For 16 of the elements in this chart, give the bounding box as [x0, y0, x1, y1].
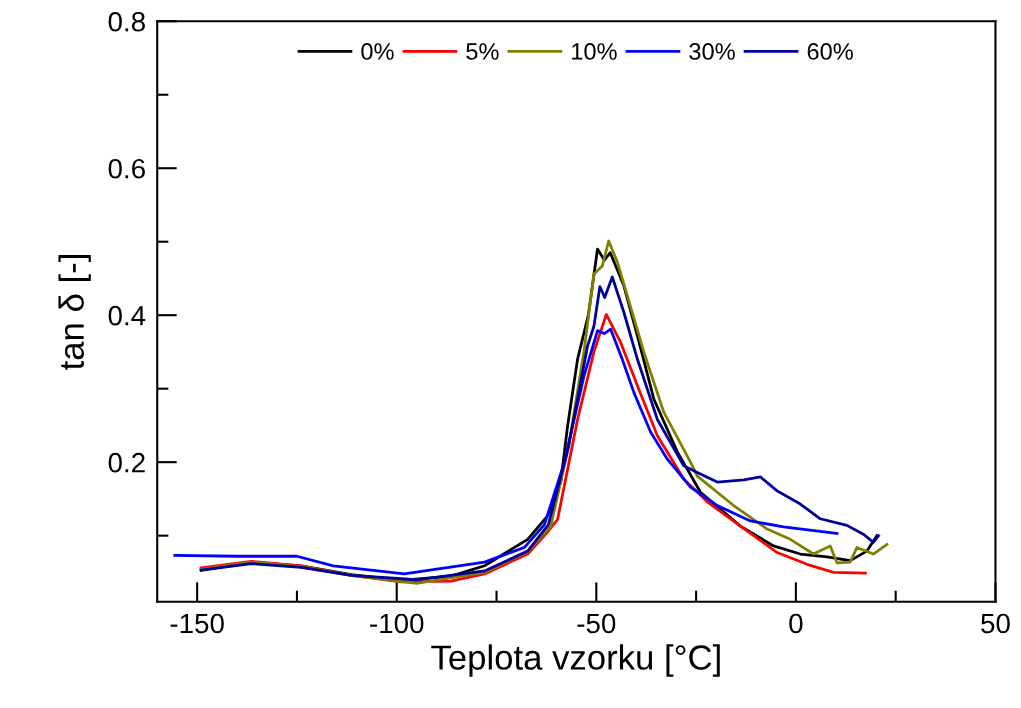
legend-label: 5%: [466, 43, 499, 60]
y-tick-label: 0.2: [108, 452, 145, 473]
legend-label: 0%: [361, 43, 394, 60]
y-axis-title: tan δ [-]: [58, 255, 91, 370]
legend-label: 10%: [572, 43, 617, 60]
x-tick-label: 50: [981, 613, 1010, 634]
x-tick-label: -100: [370, 613, 424, 634]
y-tick-label: 0.4: [108, 305, 146, 326]
legend-label: 60%: [807, 43, 853, 60]
x-axis-title: Teplota vzorku [°C]: [431, 644, 720, 677]
y-tick-label: 0.6: [108, 158, 145, 179]
x-tick-label: -150: [170, 613, 224, 634]
legend-label: 30%: [689, 43, 735, 60]
y-tick-label: 0.8: [108, 11, 145, 32]
x-tick-label: 0: [789, 613, 803, 634]
x-tick-label: -50: [577, 613, 616, 634]
